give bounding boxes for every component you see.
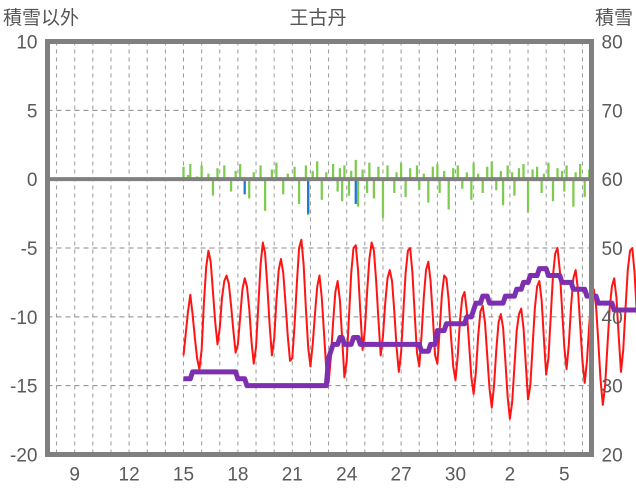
left-tick-label: -10 — [10, 308, 37, 329]
left-axis-unit-label: 積雪以外 — [3, 8, 80, 29]
right-tick-label: 60 — [602, 170, 623, 191]
right-tick-label: 20 — [602, 446, 623, 467]
horizontal-gridlines — [47, 109, 592, 387]
right-tick-label: 40 — [602, 308, 623, 329]
x-tick-label: 5 — [559, 465, 570, 486]
left-tick-label: -20 — [10, 446, 37, 467]
series-lines — [182, 238, 636, 420]
x-tick-label: 30 — [445, 465, 466, 486]
plot-frame — [45, 39, 594, 457]
left-axis-ticks: 10 5 0 -5 -10 -15 -20 — [10, 33, 37, 467]
x-tick-label: 18 — [227, 465, 248, 486]
right-tick-label: 80 — [602, 33, 623, 54]
x-tick-label: 15 — [173, 465, 194, 486]
x-tick-label: 9 — [69, 465, 80, 486]
x-tick-label: 27 — [391, 465, 412, 486]
left-tick-label: 10 — [16, 33, 37, 54]
right-axis-ticks: 80 70 60 50 40 30 20 — [602, 33, 623, 467]
x-tick-label: 2 — [505, 465, 516, 486]
page-title: 王古丹 — [289, 8, 347, 29]
left-tick-label: -5 — [21, 239, 38, 260]
x-axis-ticks: 9 12 15 18 21 24 27 30 2 5 — [69, 465, 569, 486]
right-tick-label: 30 — [602, 377, 623, 398]
right-axis-unit-label: 積雪 — [594, 8, 633, 29]
left-tick-label: -15 — [10, 377, 37, 398]
snow-change-bars — [182, 159, 591, 218]
x-tick-label: 12 — [119, 465, 140, 486]
right-tick-label: 50 — [602, 239, 623, 260]
x-tick-label: 21 — [282, 465, 303, 486]
left-tick-label: 0 — [27, 170, 38, 191]
x-tick-label: 24 — [336, 465, 358, 486]
right-tick-label: 70 — [602, 101, 623, 122]
left-tick-label: 5 — [27, 101, 38, 122]
